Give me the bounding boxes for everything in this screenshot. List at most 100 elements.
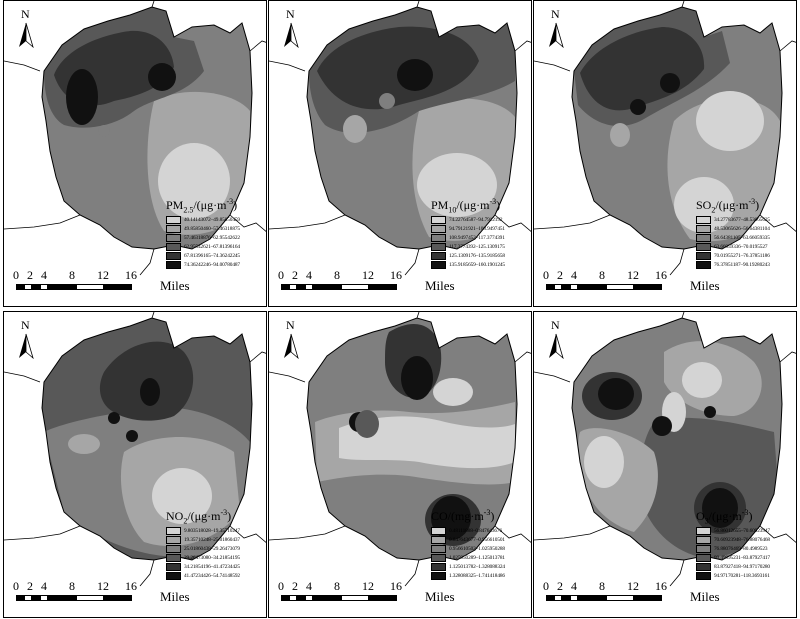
legend-title-subscript: 3 — [704, 516, 709, 525]
zone-class-1 — [417, 153, 497, 217]
legend-label: 62.95542621–67.81396164 — [184, 244, 240, 250]
north-arrow-icon — [549, 333, 564, 360]
scale-bar-segment — [313, 595, 341, 601]
legend-swatch — [166, 234, 181, 242]
legend-swatch — [696, 527, 711, 535]
scale-tick-label: 0 — [543, 579, 549, 593]
legend-entry: 76.37851187–90.19280243 — [696, 261, 792, 269]
scale-tick-label: 8 — [334, 268, 340, 282]
scale-bar-segment — [562, 595, 570, 601]
scale-bar-segment — [297, 284, 305, 290]
neighbor-boundary-line — [669, 559, 685, 587]
north-arrow-icon — [19, 22, 34, 49]
legend-label: 1.025950289–1.125013781 — [449, 555, 505, 561]
neighbor-boundary-line — [534, 371, 571, 383]
legend-swatch — [431, 554, 446, 562]
legend-label: 135.9185659–160.1901245 — [449, 262, 505, 268]
scale-bar-segments — [546, 595, 662, 601]
legend-swatch — [431, 243, 446, 251]
scale-bar-segment — [305, 595, 313, 601]
legend-label: 117.3774392–125.1309175 — [449, 244, 505, 250]
scale-bar-segment — [24, 284, 32, 290]
scale-bar-segment — [104, 284, 132, 290]
legend-swatch — [431, 527, 446, 535]
legend-swatch — [166, 252, 181, 260]
legend-swatch — [696, 536, 711, 544]
legend-title-subscript: 2 — [711, 205, 716, 214]
legend-title: O3/(μg·m-3) — [696, 508, 792, 525]
scale-tick-label: 8 — [69, 579, 75, 593]
legend-entry: 74.36242246–94.00780487 — [166, 261, 262, 269]
legend-swatch — [696, 252, 711, 260]
legend-label: 76.37851187–90.19280243 — [714, 262, 770, 268]
scale-bar-segments — [281, 284, 397, 290]
north-arrow-icon — [549, 22, 564, 49]
scale-bar-segment — [40, 284, 48, 290]
zone-class-1 — [152, 468, 212, 524]
zone-class-1 — [158, 143, 230, 219]
scale-bar-segment — [32, 595, 40, 601]
legend-swatch — [431, 572, 446, 580]
legend-title: CO/(mg·m-3) — [431, 508, 527, 525]
neighbor-boundary-line — [4, 525, 81, 541]
legend-entry: 70.01955271–76.37851186 — [696, 252, 792, 260]
scale-bar-segment — [606, 284, 634, 290]
legend-entry: 29.26473080–34.21854195 — [166, 554, 262, 562]
neighbor-boundary-line — [681, 312, 685, 319]
neighbor-boundary-line — [404, 248, 420, 276]
legend-swatch — [696, 216, 711, 224]
scale-bar-segment — [341, 595, 369, 601]
legend-swatch — [166, 545, 181, 553]
scale-tick-label: 8 — [599, 579, 605, 593]
scale-tick-label: 0 — [543, 268, 549, 282]
legend: PM2.5/(μg·m-3) 40.14143072–49.85850459 49.… — [166, 197, 262, 270]
legend-entry: 74.22764587–94.7912192 — [431, 216, 527, 224]
zone-class-1 — [682, 362, 722, 398]
north-label: N — [21, 7, 30, 21]
scale-bar-segment — [570, 595, 578, 601]
scale-unit-label: Miles — [690, 589, 720, 604]
legend-swatch — [166, 216, 181, 224]
legend-label: 57.46318876–62.95542622 — [184, 235, 240, 241]
scale-tick-label: 0 — [278, 268, 284, 282]
legend-label: 9.803518028–19.35710247 — [184, 528, 240, 534]
legend-title-close: ) — [755, 197, 760, 212]
scale-unit-label: Miles — [690, 278, 720, 293]
scale-bar-segment — [281, 595, 289, 601]
scale-bar-segment — [40, 595, 48, 601]
legend-label: 83.87927418–94.97170280 — [714, 564, 770, 570]
legend-title-pollutant: O — [696, 508, 705, 523]
legend-label: 70.60923948–76.88076468 — [714, 537, 770, 543]
scale-bar-segment — [48, 595, 76, 601]
legend-title-exponent: -3 — [748, 196, 756, 206]
scale-tick-label: 12 — [362, 579, 374, 593]
legend-swatch — [166, 554, 181, 562]
scale-bar-segment — [578, 595, 606, 601]
neighbor-boundary-line — [404, 559, 420, 587]
concentration-zones — [307, 318, 517, 560]
zone-class-1 — [674, 177, 734, 233]
neighbor-boundary-line — [269, 60, 306, 72]
legend-title-close: ) — [496, 197, 501, 212]
legend-swatch — [166, 527, 181, 535]
legend-entry: 0.48111888–0.847643676 — [431, 527, 527, 535]
legend-swatch — [166, 563, 181, 571]
scale-bar: 0 2 4 8 12 16 Miles — [540, 268, 740, 300]
map-panel-co: N CO/(mg·m-3) 0.48111888–0.847643676 0.8476… — [268, 311, 532, 618]
legend: O3/(μg·m-3) 56.86012655–70.60923947 70.609… — [696, 508, 792, 581]
scale-bar-segment — [562, 284, 570, 290]
legend-label: 67.81396165–74.36242245 — [184, 253, 240, 259]
legend-swatch — [431, 261, 446, 269]
legend-swatch — [696, 261, 711, 269]
scale-bar-segment — [76, 595, 104, 601]
scale-bar-segment — [554, 595, 562, 601]
scale-tick-label: 12 — [362, 268, 374, 282]
legend-title-exponent: -3 — [226, 196, 234, 206]
legend: PM10/(μg·m-3) 74.22764587–94.7912192 94.79… — [431, 197, 527, 270]
zone-class-6 — [148, 63, 176, 91]
legend-title-close: ) — [490, 508, 495, 523]
scale-bar-segment — [546, 284, 554, 290]
scale-bar-segment — [16, 284, 24, 290]
map-panel-so2: N SO2/(μg·m-3) 34.27783677–48.53065625 48.5… — [533, 0, 797, 307]
neighbor-boundary-line — [229, 525, 266, 543]
